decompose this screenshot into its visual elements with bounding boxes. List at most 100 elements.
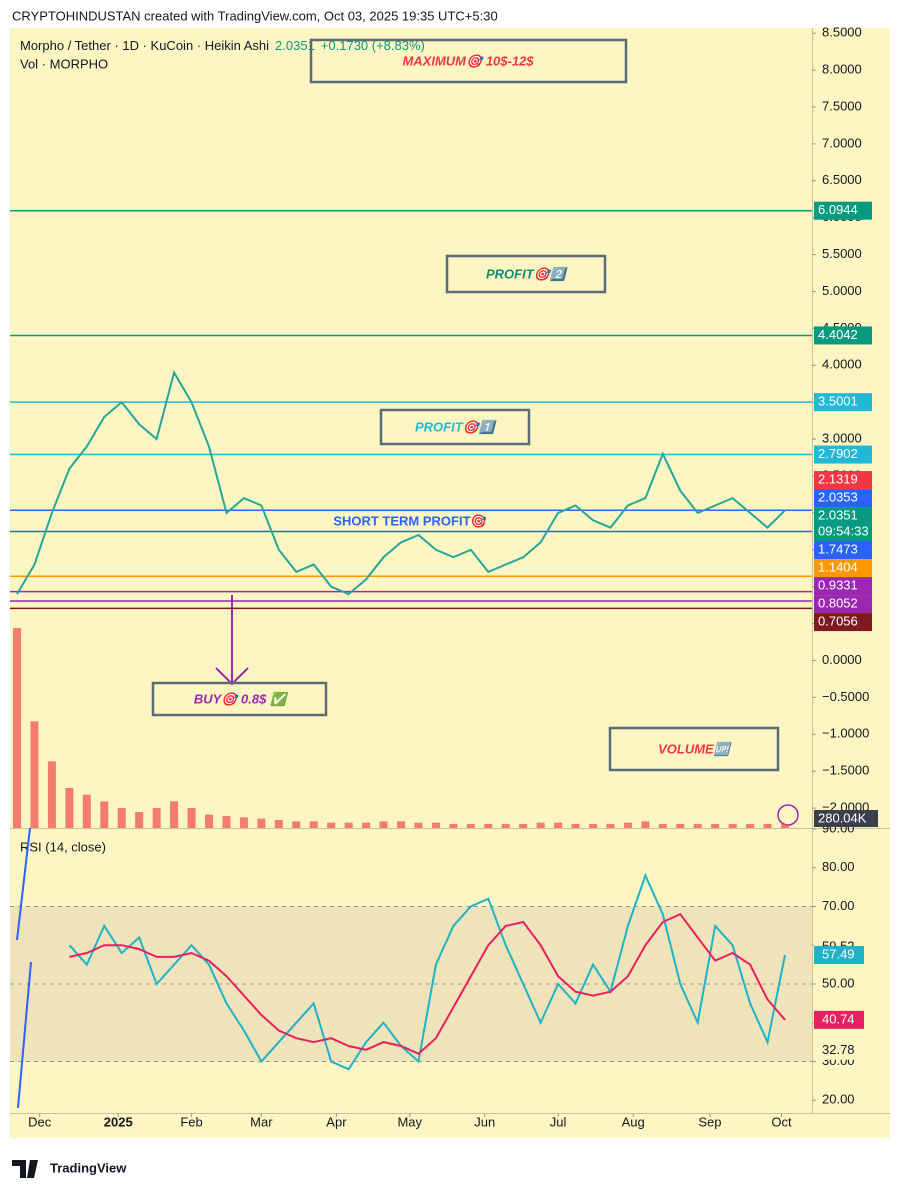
rsi-label-box	[814, 1041, 864, 1060]
rsi-last-box	[814, 945, 864, 964]
price-line	[16, 370, 786, 596]
volume-bar	[606, 824, 615, 828]
x-tick-label: Jul	[550, 1114, 567, 1129]
volume-bar	[658, 824, 667, 828]
y-tick-label: 50.00	[822, 975, 855, 990]
x-tick-label: Feb	[180, 1114, 202, 1129]
x-tick-label: Apr	[326, 1114, 347, 1129]
price-label-box	[814, 489, 872, 508]
annotation: SHORT TERM PROFIT🎯	[333, 513, 486, 528]
y-tick-label: 6.5000	[822, 172, 862, 187]
volume-bar	[763, 824, 772, 828]
y-tick-label: −0.5000	[822, 689, 869, 704]
price-label-box	[814, 471, 872, 490]
volume-bar	[693, 824, 702, 828]
volume-bar	[711, 824, 720, 828]
rsi-last-label: 40.74	[822, 1011, 855, 1026]
volume-bar	[728, 824, 737, 828]
x-tick-label: May	[397, 1114, 422, 1129]
volume-bar	[13, 628, 21, 828]
background-layer	[10, 32, 816, 1117]
y-tick-label: 8.5000	[822, 25, 862, 40]
price-label-box	[814, 559, 872, 578]
symbol-name: Morpho / Tether · 1D · KuCoin · Heikin A…	[20, 38, 269, 53]
volume-bar	[519, 824, 528, 828]
x-tick-label: Aug	[622, 1114, 645, 1129]
annotation: BUY🎯 0.8$ ✅	[194, 691, 289, 706]
y-tick-label: 7.5000	[822, 98, 862, 113]
volume-bar	[641, 821, 650, 828]
volume-bar	[379, 821, 388, 828]
y-tick-label: 70.00	[822, 898, 855, 913]
volume-bar	[676, 824, 685, 828]
annotation-box	[379, 408, 531, 446]
volume-bar	[30, 721, 39, 828]
volume-bar	[65, 788, 74, 828]
volume-bar	[117, 808, 126, 828]
volume-bar	[466, 824, 475, 828]
volume-bar	[239, 817, 248, 828]
volume-bar	[47, 761, 56, 828]
volume-bar	[414, 822, 423, 828]
drawing	[17, 961, 32, 1109]
x-tick-label: Jun	[474, 1114, 495, 1129]
price-label-box	[814, 326, 872, 345]
y-tick-label: 5.0000	[822, 283, 862, 298]
volume-bar	[362, 822, 371, 828]
volume-bar	[781, 824, 789, 828]
volume-bar	[623, 822, 632, 828]
volume-label: 280.04K	[818, 810, 867, 825]
volume-bar	[501, 824, 510, 828]
price-label: 0.7056	[818, 614, 858, 629]
volume-label-box	[814, 810, 878, 827]
volume-bar	[484, 824, 493, 828]
annotation-box	[608, 726, 780, 772]
y-tick-label: −1.5000	[822, 763, 869, 778]
volume-bar	[449, 824, 458, 828]
drawing	[16, 827, 31, 941]
logo: TradingView	[12, 1160, 127, 1178]
volume-bar	[309, 821, 318, 828]
price-label: 4.4042	[818, 327, 858, 342]
credit: CRYPTOHINDUSTAN created with TradingView…	[12, 8, 498, 23]
volume-bar	[152, 808, 161, 828]
y-tick-label: 80.00	[822, 859, 855, 874]
price-label: 1.7473	[818, 542, 858, 557]
volume-bar	[170, 801, 179, 828]
annotation: PROFIT🎯2️⃣	[486, 266, 569, 281]
volume-bar	[205, 814, 213, 828]
volume-title: Vol · MORPHO	[20, 56, 108, 71]
y-tick-label: 4.0000	[822, 357, 862, 372]
rsi-last-box	[814, 1010, 864, 1029]
price-label: 2.0351	[818, 508, 858, 523]
x-tick-label: Dec	[28, 1114, 52, 1129]
y-tick-label: 7.0000	[822, 135, 862, 150]
rsi-line	[68, 872, 786, 1071]
y-tick-label: 3.0000	[822, 431, 862, 446]
volume-bar	[571, 824, 580, 828]
price-label-box	[814, 577, 872, 596]
price-label: 1.1404	[818, 560, 858, 575]
price-label: 2.1319	[818, 472, 858, 487]
price-label: 3.5001	[818, 394, 858, 409]
price-label-box	[814, 595, 872, 614]
rsi-title: RSI (14, close)	[20, 839, 106, 854]
annotation: MAXIMUM🎯 10$-12$	[402, 53, 534, 68]
y-tick-label: 5.5000	[822, 246, 862, 261]
y-tick-label: −1.0000	[822, 726, 869, 741]
rsi-label: 32.78	[822, 1042, 855, 1057]
price-label: 2.7902	[818, 446, 858, 461]
volume-bar	[746, 824, 755, 828]
price-label-box	[814, 201, 872, 220]
x-tick-label: Mar	[250, 1114, 273, 1129]
volume-bar	[397, 821, 405, 828]
price-label-box	[814, 507, 872, 542]
annotation-box	[151, 681, 328, 717]
price-label-box	[814, 613, 872, 632]
change: +0.1730 (+8.83%)	[321, 38, 425, 53]
volume-bar	[222, 816, 231, 828]
volume-bar	[187, 808, 196, 828]
annotation-box	[445, 254, 607, 294]
